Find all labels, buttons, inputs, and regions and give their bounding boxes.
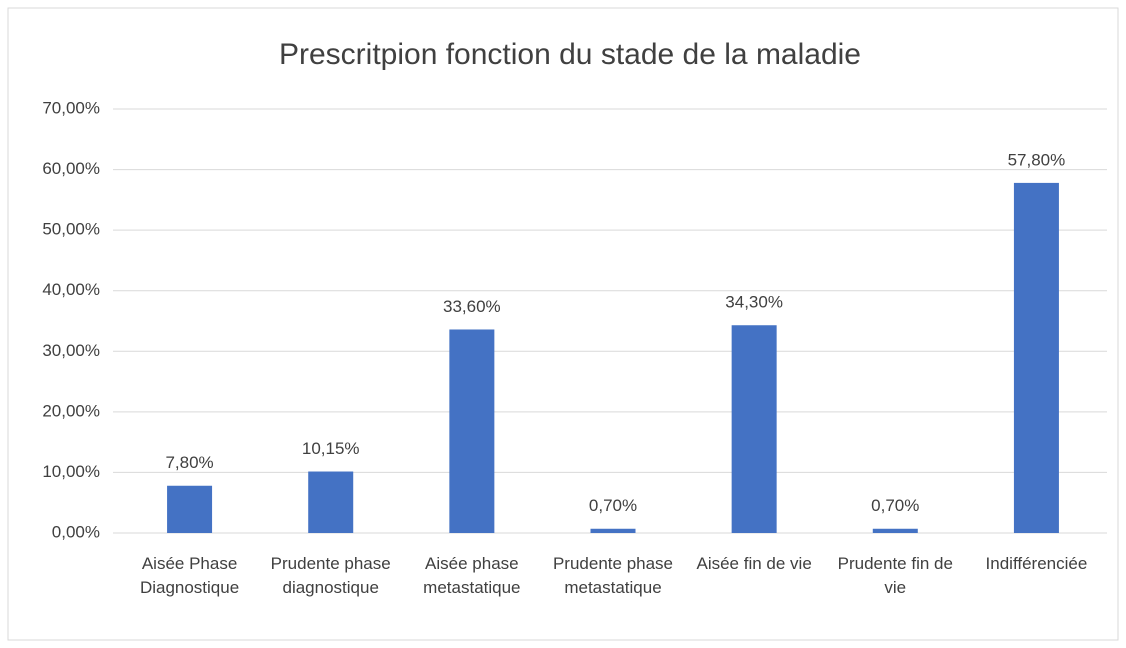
x-tick-label: Prudente phase diagnostique [270,554,391,597]
bar [731,325,777,533]
y-tick-label: 70,00% [42,98,100,117]
x-tick-label: Aisée phase metastatique [423,554,521,597]
x-tick-label: Aisée Phase Diagnostique [139,554,240,597]
chart-border [7,7,1119,641]
bar [590,528,636,533]
data-label: 0,70% [871,496,919,515]
data-label: 57,80% [1008,150,1066,169]
x-tick-label: Prudente phase metastatique [552,554,674,597]
data-label: 34,30% [725,293,783,312]
x-tick-label: Indifférenciée [985,554,1088,573]
y-tick-label: 40,00% [42,280,100,299]
y-tick-label: 0,00% [52,522,100,541]
bar [1013,182,1059,533]
y-tick-label: 30,00% [42,341,100,360]
y-tick-label: 50,00% [42,220,100,239]
data-label: 33,60% [443,297,501,316]
data-label: 0,70% [589,496,637,515]
y-tick-label: 60,00% [42,159,100,178]
bar [872,528,918,533]
bar [449,329,495,533]
y-tick-label: 10,00% [42,462,100,481]
x-tick-label: Prudente fin de vie [837,554,953,597]
data-label: 10,15% [302,439,360,458]
bar [167,485,213,533]
x-tick-label: Aisée fin de vie [696,554,812,573]
data-label: 7,80% [165,453,213,472]
chart-title: Prescritpion fonction du stade de la mal… [279,38,861,71]
y-tick-label: 20,00% [42,401,100,420]
bar [308,471,354,533]
